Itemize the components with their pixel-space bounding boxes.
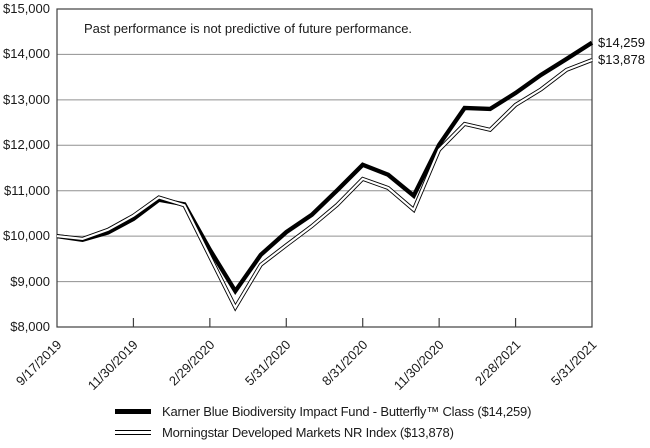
fund-line [56,40,594,296]
legend-label-index: Morningstar Developed Markets NR Index (… [162,424,454,440]
legend-label-fund: Karner Blue Biodiversity Impact Fund - B… [162,403,532,419]
plot-border [56,8,593,328]
legend-item-index: Morningstar Developed Markets NR Index (… [115,424,531,440]
index-line-swatch [115,429,151,435]
index-end-value-label: $13,878 [598,51,645,67]
index-line-inner [56,58,593,310]
fund-line-swatch [115,408,151,414]
fund-end-value-label: $14,259 [598,34,645,50]
disclaimer-text: Past performance is not predictive of fu… [84,21,413,36]
legend: Karner Blue Biodiversity Impact Fund - B… [115,403,531,445]
legend-item-fund: Karner Blue Biodiversity Impact Fund - B… [115,403,531,419]
